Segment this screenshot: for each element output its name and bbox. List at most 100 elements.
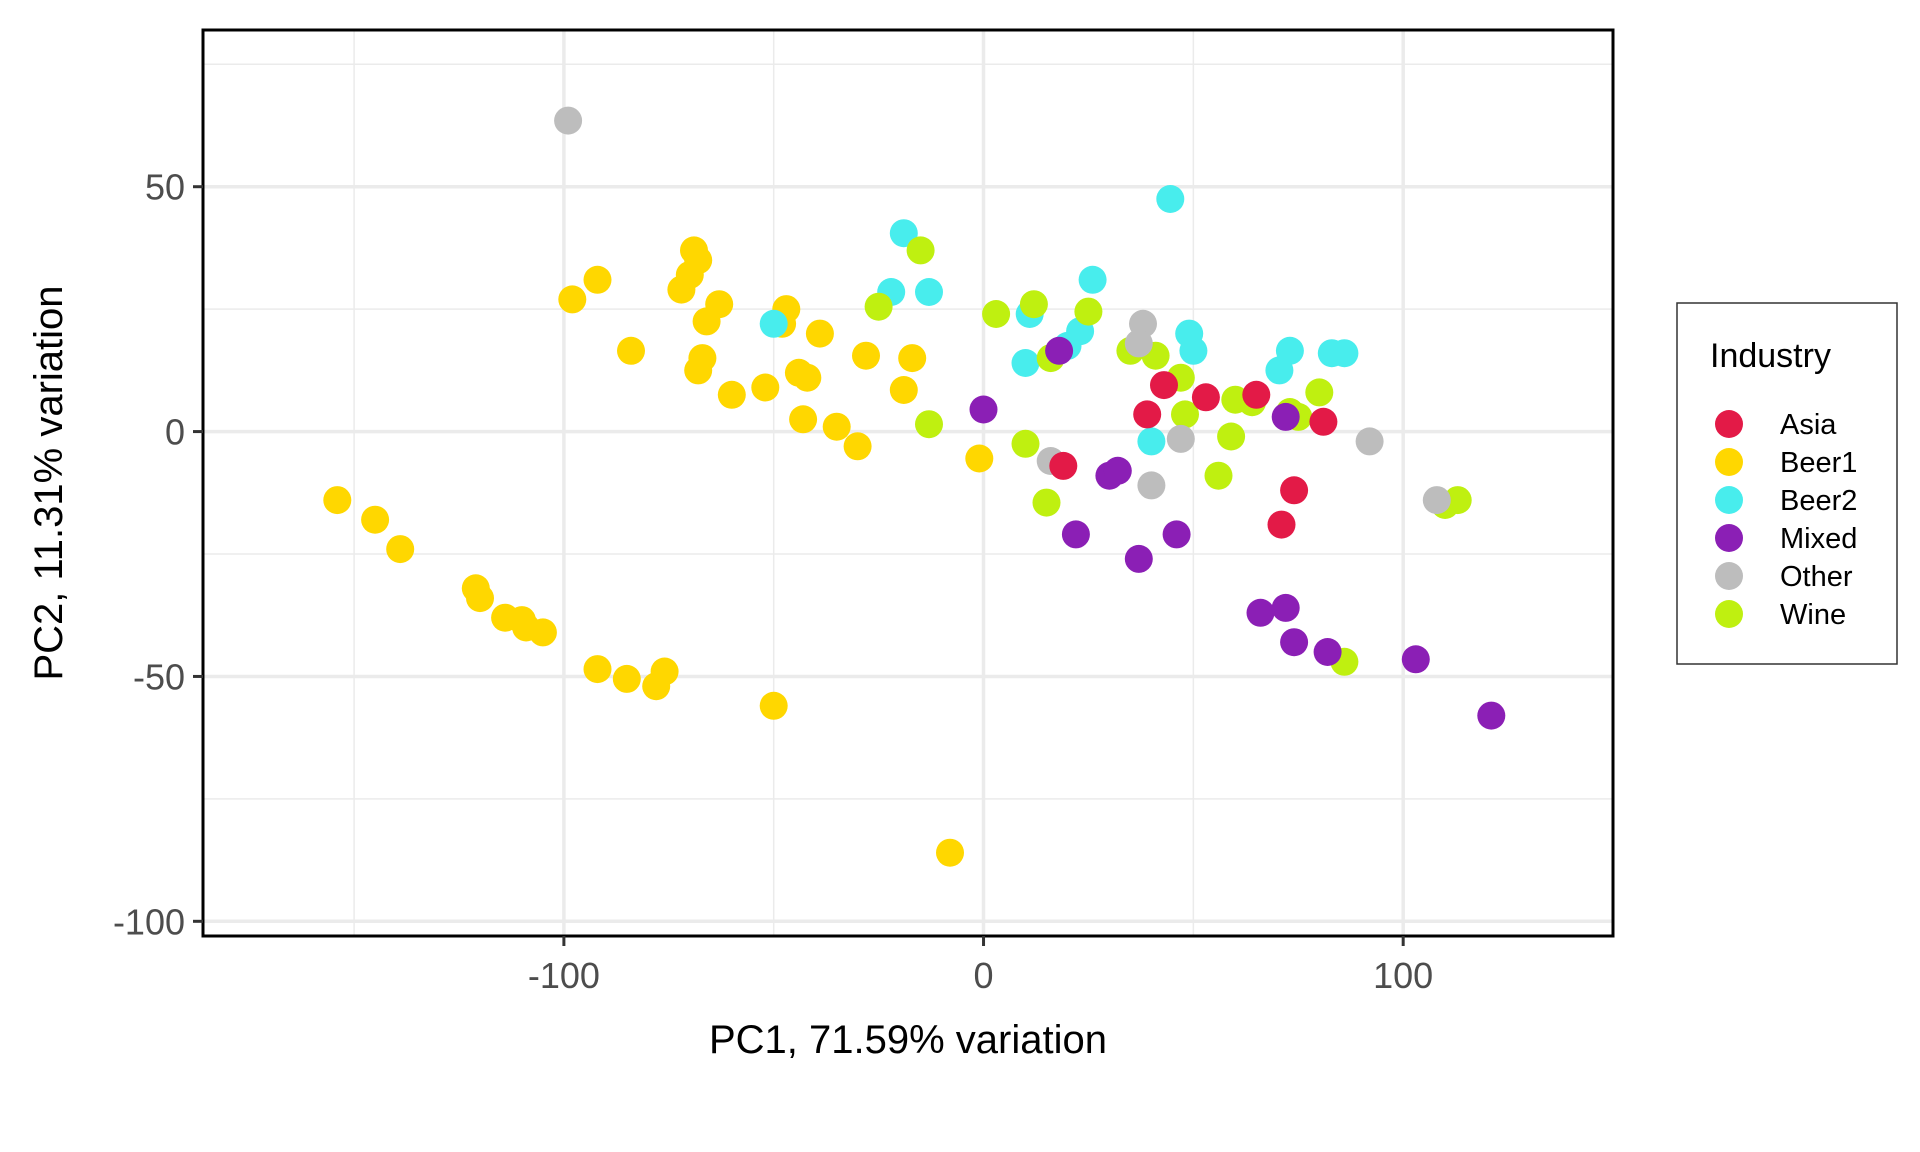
data-point-asia	[1133, 400, 1162, 429]
data-point-wine	[906, 236, 935, 265]
legend-label-beer1: Beer1	[1780, 447, 1857, 479]
x-tick-label: -100	[528, 955, 600, 996]
legend-key-wine	[1715, 600, 1743, 628]
data-point-beer2	[1156, 185, 1185, 213]
data-point-wine	[1032, 488, 1061, 517]
data-point-wine	[915, 410, 943, 439]
data-point-mixed	[1271, 593, 1300, 622]
data-point-beer2	[889, 219, 918, 248]
legend-key-other	[1715, 562, 1743, 590]
legend-item-beer1: Beer1	[1715, 447, 1857, 479]
data-point-beer1	[583, 265, 612, 294]
data-point-beer1	[650, 657, 679, 686]
y-tick-label: 50	[145, 167, 185, 208]
data-point-beer1	[717, 380, 746, 409]
data-point-mixed	[1271, 402, 1300, 431]
data-point-beer2	[759, 309, 788, 338]
data-point-mixed	[1313, 638, 1342, 666]
data-point-mixed	[1061, 520, 1090, 549]
data-point-beer1	[965, 444, 994, 473]
x-axis-title: PC1, 71.59% variation	[709, 1018, 1107, 1062]
legend-label-mixed: Mixed	[1780, 523, 1857, 555]
data-point-beer1	[684, 246, 713, 275]
data-point-beer1	[558, 285, 587, 314]
legend-key-mixed	[1715, 524, 1743, 552]
legend-item-mixed: Mixed	[1715, 523, 1857, 555]
data-point-mixed	[1246, 598, 1275, 627]
data-point-beer2	[1330, 339, 1359, 368]
legend: Industry Asia Beer1 Beer2 Mixed Other Wine	[1676, 302, 1898, 665]
data-point-beer1	[361, 505, 390, 534]
x-tick-label: 100	[1373, 955, 1433, 996]
series-other	[554, 106, 1451, 515]
data-point-beer1	[793, 363, 822, 392]
legend-box	[1676, 302, 1898, 665]
data-point-beer1	[583, 655, 612, 684]
data-point-other	[1355, 427, 1384, 456]
data-point-asia	[1242, 380, 1271, 409]
data-point-beer1	[843, 432, 872, 461]
data-point-other	[554, 106, 583, 135]
data-point-beer1	[323, 486, 352, 515]
data-point-beer1	[528, 618, 557, 647]
data-point-beer1	[852, 341, 880, 370]
legend-title: Industry	[1710, 337, 1831, 375]
data-point-asia	[1150, 371, 1178, 400]
data-point-beer1	[684, 356, 713, 385]
series-asia	[1049, 371, 1338, 539]
data-point-beer1	[466, 584, 494, 613]
data-point-mixed	[1124, 544, 1153, 573]
data-point-wine	[864, 292, 893, 321]
legend-label-beer2: Beer2	[1780, 485, 1857, 517]
legend-key-asia	[1715, 410, 1743, 438]
data-point-beer1	[898, 344, 927, 373]
legend-item-beer2: Beer2	[1715, 485, 1857, 517]
data-point-beer1	[705, 290, 734, 319]
data-point-other	[1422, 486, 1451, 515]
data-point-beer2	[1137, 427, 1166, 456]
legend-key-beer2	[1715, 486, 1743, 514]
data-point-beer1	[386, 535, 415, 564]
legend-label-asia: Asia	[1780, 409, 1837, 441]
data-point-beer1	[936, 838, 964, 867]
data-point-other	[1124, 329, 1153, 358]
data-point-beer2	[1078, 265, 1107, 294]
data-point-beer2	[1275, 336, 1304, 365]
data-point-beer1	[751, 373, 780, 402]
data-point-beer1	[889, 376, 918, 404]
plot-panel-border	[201, 28, 1615, 938]
data-point-beer1	[759, 691, 788, 720]
data-point-mixed	[1401, 645, 1430, 674]
data-point-asia	[1280, 476, 1309, 505]
data-point-beer1	[617, 336, 645, 365]
axes: -100 0 100 -100 -50 0 50	[113, 167, 1433, 996]
data-point-beer1	[612, 664, 641, 693]
data-point-beer1	[789, 405, 818, 434]
data-point-mixed	[1280, 628, 1309, 657]
y-tick-label: -100	[113, 901, 185, 942]
legend-label-wine: Wine	[1780, 599, 1846, 631]
y-tick-label: -50	[133, 656, 185, 697]
data-point-wine	[1204, 461, 1233, 490]
legend-item-other: Other	[1715, 561, 1853, 593]
data-point-wine	[1074, 297, 1103, 326]
data-point-mixed	[1103, 456, 1132, 485]
data-point-wine	[1305, 378, 1334, 407]
data-point-wine	[1443, 486, 1472, 515]
series-mixed	[969, 336, 1506, 730]
data-point-mixed	[969, 395, 998, 424]
data-point-asia	[1309, 407, 1338, 436]
data-point-asia	[1049, 451, 1078, 480]
data-point-other	[1137, 471, 1166, 500]
data-point-beer1	[822, 412, 851, 441]
x-tick-label: 0	[974, 955, 994, 996]
data-point-beer1	[805, 319, 834, 348]
data-point-beer2	[1179, 336, 1208, 365]
legend-item-wine: Wine	[1715, 599, 1846, 631]
data-point-beer2	[915, 278, 943, 306]
data-point-asia	[1267, 510, 1296, 539]
data-points	[323, 106, 1506, 867]
y-tick-label: 0	[165, 412, 185, 453]
